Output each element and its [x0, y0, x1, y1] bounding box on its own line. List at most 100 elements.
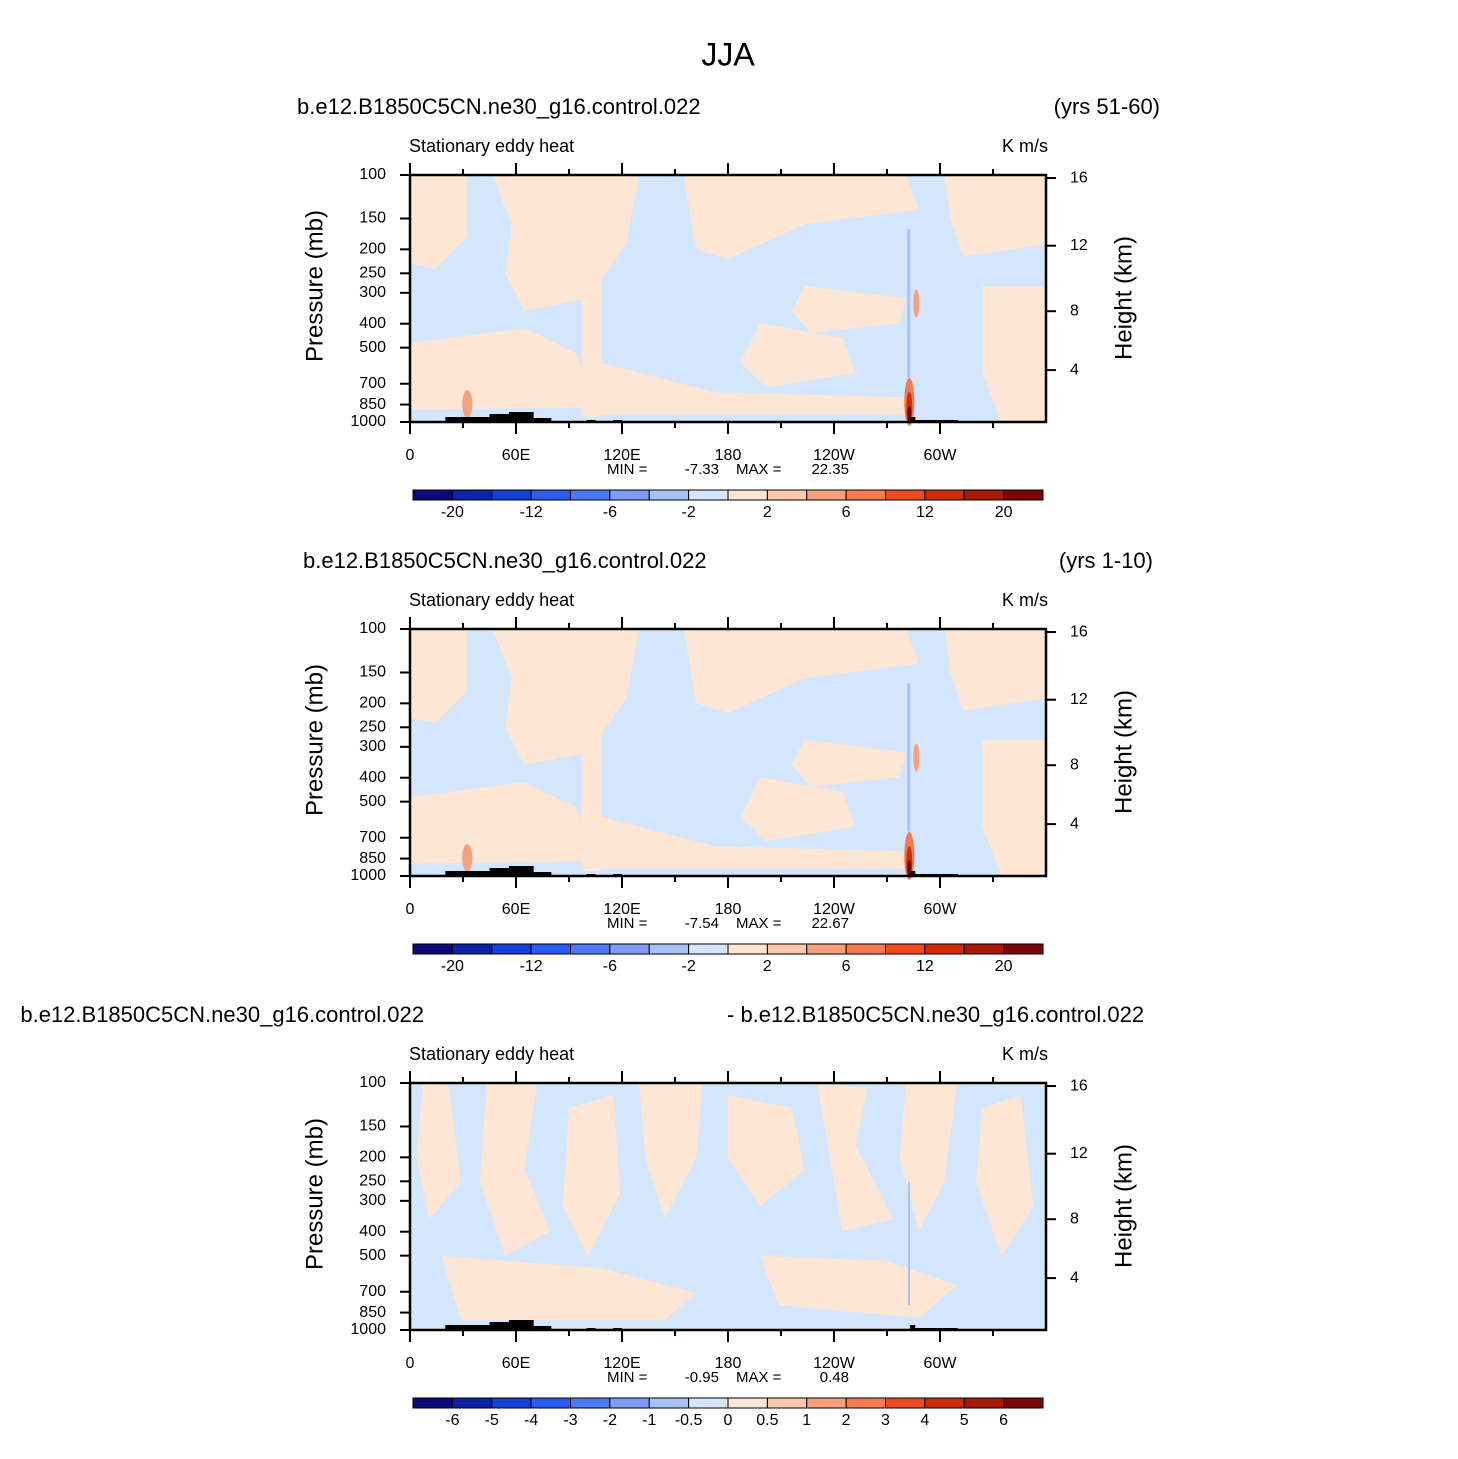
topography	[508, 1320, 534, 1330]
max-label: MAX =	[736, 461, 782, 478]
positive-region	[791, 740, 907, 788]
positive-region	[899, 1083, 957, 1232]
colorbar-box	[451, 1397, 493, 1409]
colorbar-box	[451, 943, 493, 955]
colorbar-box	[845, 1397, 886, 1409]
positive-region	[492, 175, 639, 311]
positive-region	[492, 629, 639, 765]
y-tick-label: 150	[359, 1118, 386, 1135]
positive-region	[600, 362, 907, 415]
colorbar-label: 2	[763, 958, 772, 975]
y-tick-label: 300	[359, 1192, 386, 1209]
colorbar-box	[570, 1397, 611, 1409]
topography	[445, 417, 499, 422]
y-tick-label: 200	[359, 241, 386, 258]
x-tick-label: 120E	[603, 447, 640, 464]
positive-region	[410, 328, 601, 410]
positive-region	[581, 703, 601, 872]
colorbar-box	[806, 489, 847, 501]
colorbar-label: 4	[920, 1412, 929, 1429]
positive-region	[759, 1255, 957, 1318]
y2-tick-label: 12	[1070, 237, 1088, 254]
x-tick-label: 0	[406, 447, 415, 464]
colorbar-label: -20	[441, 504, 464, 521]
y-tick-label: 500	[359, 339, 386, 356]
subtitle-right: K m/s	[1002, 590, 1048, 610]
positive-region	[683, 629, 919, 713]
positive-region	[740, 777, 856, 842]
y2-axis-label: Height (km)	[1110, 236, 1137, 360]
y-tick-label: 100	[359, 620, 386, 637]
peak	[913, 289, 920, 318]
colorbar-box	[530, 489, 571, 501]
positive-region	[791, 286, 907, 334]
y-tick-label: 700	[359, 1283, 386, 1300]
topography	[445, 1325, 499, 1330]
colorbar-box	[609, 1397, 650, 1409]
y2-tick-label: 4	[1070, 361, 1079, 378]
y-tick-label: 300	[359, 284, 386, 301]
min-label: MIN =	[607, 461, 648, 478]
positive-region	[410, 629, 468, 723]
colorbar-box	[845, 943, 886, 955]
peak	[462, 390, 473, 418]
subtitle-right: K m/s	[1002, 136, 1048, 156]
y-tick-label: 1000	[350, 867, 386, 884]
topography	[909, 871, 916, 876]
subtitle-left: Stationary eddy heat	[409, 1044, 574, 1064]
topography	[909, 1325, 916, 1330]
positive-region	[581, 249, 601, 418]
colorbar-label: -5	[485, 1412, 499, 1429]
colorbar-box	[1003, 489, 1044, 501]
colorbar-box	[727, 943, 768, 955]
colorbar-box	[609, 943, 650, 955]
y-tick-label: 400	[359, 1223, 386, 1240]
panel-title-right: (yrs 51-60)	[1054, 94, 1160, 119]
topography	[533, 872, 552, 876]
colorbar-label: 5	[960, 1412, 969, 1429]
contour-field	[410, 175, 1046, 426]
colorbar-label: 2	[842, 1412, 851, 1429]
y2-tick-label: 8	[1070, 302, 1079, 319]
colorbar-box	[885, 489, 926, 501]
x-tick-label: 120W	[813, 447, 856, 464]
x-tick-label: 0	[406, 1355, 415, 1372]
y-tick-label: 200	[359, 1149, 386, 1166]
x-tick-label: 180	[715, 1355, 742, 1372]
y-tick-label: 850	[359, 396, 386, 413]
min-value: -7.54	[685, 915, 719, 932]
colorbar-label: 2	[763, 504, 772, 521]
y-tick-label: 200	[359, 695, 386, 712]
min-value: -0.95	[685, 1369, 719, 1386]
x-tick-label: 120E	[603, 1355, 640, 1372]
min-label: MIN =	[607, 1369, 648, 1386]
y-tick-label: 500	[359, 1247, 386, 1264]
topography	[533, 418, 552, 422]
positive-region	[562, 1095, 620, 1256]
positive-region	[638, 1083, 703, 1219]
colorbar-label: -1	[642, 1412, 656, 1429]
y2-tick-label: 4	[1070, 1269, 1079, 1286]
colorbar-box	[491, 489, 532, 501]
positive-region	[410, 782, 601, 864]
positive-region	[944, 175, 1046, 257]
colorbar-box	[412, 1397, 453, 1409]
topography	[489, 414, 509, 422]
colorbar-box	[963, 943, 1005, 955]
positive-region	[944, 629, 1046, 711]
subtitle-left: Stationary eddy heat	[409, 590, 574, 610]
colorbar-box	[491, 943, 532, 955]
panel: b.e12.B1850C5CN.ne30_g16.control.022 (yrs…	[301, 548, 1153, 975]
max-label: MAX =	[736, 915, 782, 932]
colorbar-box	[688, 489, 729, 501]
colorbar-box	[530, 1397, 571, 1409]
colorbar-box	[491, 1397, 532, 1409]
colorbar-box	[1003, 1397, 1044, 1409]
y2-tick-label: 16	[1070, 169, 1088, 186]
peak	[462, 844, 473, 872]
positive-region	[479, 1083, 550, 1256]
page-title: JJA	[701, 36, 755, 72]
colorbar-box	[412, 943, 453, 955]
y-axis-label: Pressure (mb)	[301, 664, 328, 816]
y-tick-label: 850	[359, 850, 386, 867]
